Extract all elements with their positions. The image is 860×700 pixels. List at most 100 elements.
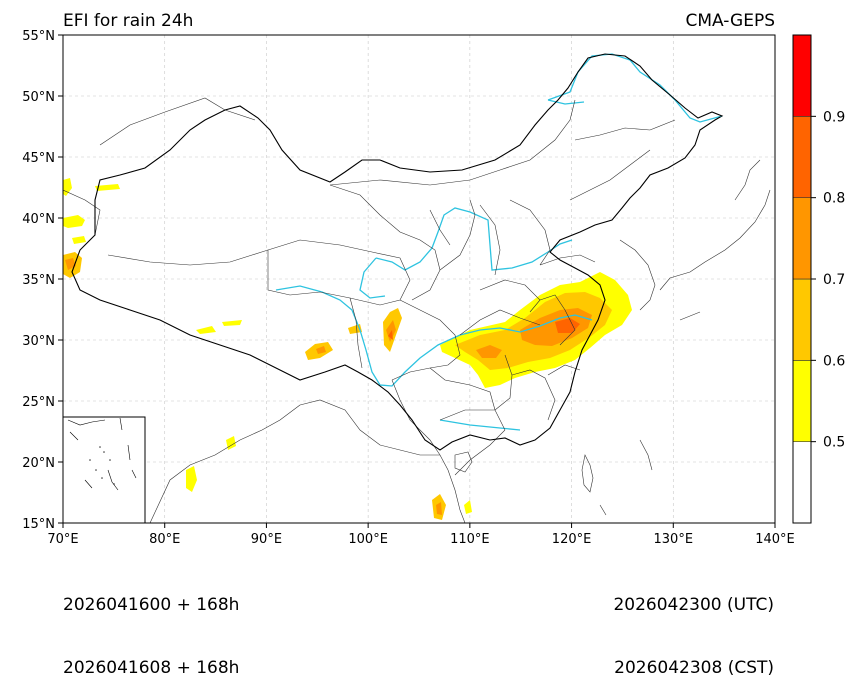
lat-tick-label: 15°N xyxy=(22,517,55,532)
efi-sichuan-red xyxy=(388,330,393,340)
colorbar: 0.5 0.6 0.7 0.8 0.9 xyxy=(792,34,845,524)
songhua-river xyxy=(547,99,585,105)
liaoning-jilin-boundary xyxy=(569,149,651,201)
valid-time-utc: 2026042300 (UTC) xyxy=(613,595,774,615)
lat-tick-label: 50°N xyxy=(22,90,55,105)
init-time-block: 2026041600 + 168h 2026041608 + 168h xyxy=(63,553,239,700)
heilongjiang-boundary xyxy=(574,119,676,141)
yellow-river-upper xyxy=(359,257,386,299)
amur-river xyxy=(547,53,723,123)
efi-south-2 xyxy=(186,466,197,492)
india-coast xyxy=(149,404,301,523)
mongolia-border-extra xyxy=(99,97,256,146)
colorbar-label: 0.5 xyxy=(823,435,845,451)
valid-time-cst: 2026042308 (CST) xyxy=(614,658,774,678)
lat-tick-label: 35°N xyxy=(22,273,55,288)
shandong-boundary xyxy=(539,254,596,266)
taiwan-outline xyxy=(581,454,594,493)
efi-south-1b xyxy=(436,502,442,515)
efi-west-2 xyxy=(63,215,85,228)
axes: 70°E 80°E 90°E 100°E 110°E 120°E 130°E 140°E 15°… xyxy=(22,29,795,547)
efi-west-5 xyxy=(72,236,86,244)
colorbar-segment xyxy=(792,278,812,361)
myanmar-border xyxy=(299,399,440,456)
map-figure: EFI for rain 24h CMA-GEPS xyxy=(22,11,845,547)
lat-tick-label: 55°N xyxy=(22,29,55,44)
source-label: CMA-GEPS xyxy=(685,11,775,31)
lon-tick-label: 110°E xyxy=(450,532,490,547)
province-boundaries xyxy=(107,99,676,456)
efi-shading xyxy=(63,178,632,520)
japan-coast xyxy=(659,159,771,321)
hainan-outline xyxy=(454,451,473,473)
hunan-boundary xyxy=(494,354,513,411)
init-time-cst: 2026041608 + 168h xyxy=(63,658,240,678)
efi-tibet-4 xyxy=(222,320,242,326)
lon-tick-label: 120°E xyxy=(552,532,592,547)
efi-east-china-orange-2 xyxy=(476,345,502,358)
efi-south-4 xyxy=(464,500,472,514)
init-time-utc: 2026041600 + 168h xyxy=(63,595,240,615)
inset-islands xyxy=(89,446,115,485)
efi-east-china-red xyxy=(555,318,580,333)
lat-tick-label: 25°N xyxy=(22,395,55,410)
lon-tick-label: 90°E xyxy=(251,532,282,547)
lat-tick-label: 45°N xyxy=(22,151,55,166)
yangtze-river xyxy=(275,285,593,387)
hubei-boundary xyxy=(459,309,541,336)
lon-tick-label: 100°E xyxy=(348,532,388,547)
anhui-jiangsu-boundary xyxy=(539,294,576,346)
gridlines xyxy=(63,35,775,523)
tibet-sichuan-boundary xyxy=(349,297,363,369)
lat-tick-label: 40°N xyxy=(22,212,55,227)
lon-tick-label: 70°E xyxy=(47,532,78,547)
inset-coast xyxy=(67,417,137,491)
inner-mongolia-boundary xyxy=(329,99,576,186)
efi-west-4 xyxy=(95,184,120,191)
efi-south-3 xyxy=(226,436,236,450)
efi-sichuan-orange xyxy=(386,320,396,342)
lon-tick-label: 80°E xyxy=(149,532,180,547)
lon-tick-label: 140°E xyxy=(755,532,795,547)
colorbar-label: 0.7 xyxy=(823,272,845,288)
colorbar-segment xyxy=(792,360,812,442)
efi-tibet-2 xyxy=(316,346,326,354)
henan-boundary xyxy=(479,279,541,313)
guizhou-boundary xyxy=(429,367,496,411)
ningxia-boundary xyxy=(429,209,451,246)
coastline xyxy=(63,97,771,523)
korea-coast xyxy=(619,239,656,311)
efi-west-3 xyxy=(63,178,72,196)
indochina-coast xyxy=(439,429,506,523)
shanxi-boundary xyxy=(479,204,501,276)
colorbar-segment xyxy=(792,197,812,280)
efi-tibet-3 xyxy=(196,326,216,334)
colorbar-label: 0.6 xyxy=(823,353,845,369)
colorbar-segment xyxy=(792,116,812,198)
south-china-sea-inset xyxy=(62,416,146,524)
philippines-coast xyxy=(599,439,653,516)
sichuan-boundary xyxy=(391,299,461,381)
inset-frame xyxy=(62,416,146,524)
colorbar-label: 0.8 xyxy=(823,191,845,207)
valid-time-block: 2026042300 (UTC) 2026042308 (CST) xyxy=(613,553,774,700)
lat-tick-label: 30°N xyxy=(22,334,55,349)
kazakhstan-border xyxy=(63,189,101,236)
colorbar-segment xyxy=(792,441,812,524)
shaanxi-boundary xyxy=(439,199,476,271)
xinjiang-tibet-boundary xyxy=(107,249,269,266)
lon-tick-label: 130°E xyxy=(654,532,694,547)
gansu-boundary xyxy=(329,184,441,301)
yellow-river xyxy=(375,207,573,271)
rivers xyxy=(275,53,723,431)
guangxi-boundary xyxy=(439,409,506,431)
efi-east-china-orange xyxy=(520,308,592,346)
map-title: EFI for rain 24h xyxy=(63,11,193,31)
pearl-river xyxy=(439,419,521,431)
china-boundary xyxy=(71,53,724,451)
fujian-boundary xyxy=(547,364,581,376)
lat-tick-label: 20°N xyxy=(22,456,55,471)
jiangxi-boundary xyxy=(511,369,556,421)
colorbar-label: 0.9 xyxy=(823,109,845,125)
hebei-boundary xyxy=(509,199,551,266)
